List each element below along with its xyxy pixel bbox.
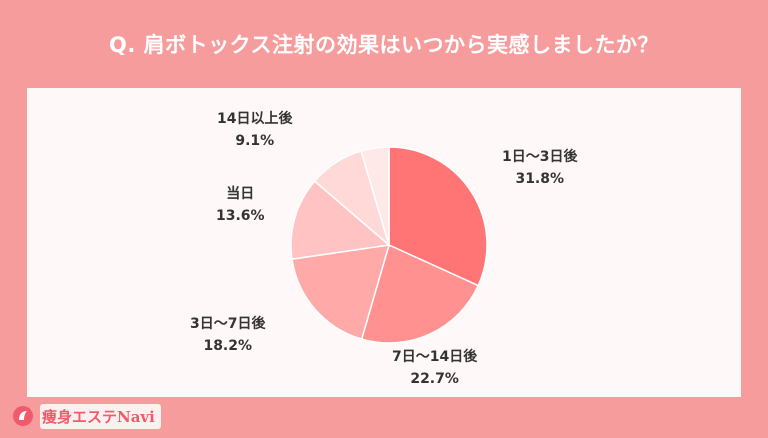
page-title: Q. 肩ボトックス注射の効果はいつから実感しましたか？ (108, 33, 659, 57)
slice-3-7-days (291, 244, 391, 341)
label-1-3-days-name: 1日〜3日後 (502, 149, 578, 165)
slice-other (360, 146, 390, 246)
label-same-day-name: 当日 (226, 186, 255, 202)
label-3-7-days-value: 18.2% (203, 338, 253, 354)
chart-card: 1日〜3日後 31.8% 7日〜14日後 22.7% 3日〜7日後 18.2% … (27, 88, 741, 397)
brand-logo-text: 痩身エステNavi (40, 403, 161, 429)
label-3-7-days: 3日〜7日後 18.2% (190, 313, 265, 357)
label-14-plus-days: 14日以上後 9.1% (217, 108, 292, 152)
slice-same-day (290, 180, 391, 260)
slice-1-3-days (388, 146, 488, 287)
brand-footer: 痩身エステNavi (12, 401, 161, 431)
label-3-7-days-name: 3日〜7日後 (190, 316, 266, 332)
label-7-14-days: 7日〜14日後 22.7% (392, 346, 477, 390)
label-same-day-value: 13.6% (216, 208, 265, 224)
brand-logo-icon (13, 406, 33, 426)
label-14-plus-days-name: 14日以上後 (217, 111, 293, 127)
label-7-14-days-value: 22.7% (410, 371, 459, 387)
slice-7-14-days (360, 243, 480, 344)
pie-chart (290, 146, 488, 344)
label-14-plus-days-value: 9.1% (235, 133, 275, 149)
label-7-14-days-name: 7日〜14日後 (392, 349, 478, 365)
label-1-3-days: 1日〜3日後 31.8% (502, 146, 577, 190)
label-same-day: 当日 13.6% (216, 183, 265, 227)
label-1-3-days-value: 31.8% (515, 171, 565, 187)
